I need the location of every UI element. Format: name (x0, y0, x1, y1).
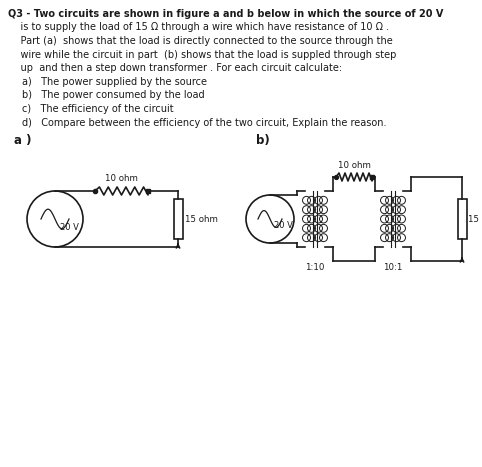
Text: b)   The power consumed by the load: b) The power consumed by the load (22, 91, 205, 100)
Text: 10 ohm: 10 ohm (105, 174, 137, 183)
Text: 15 ohm: 15 ohm (185, 214, 218, 224)
Text: a)   The power supplied by the source: a) The power supplied by the source (22, 77, 207, 87)
Text: b): b) (256, 134, 270, 147)
Bar (457, 199, 467, 239)
Text: c)   The efficiency of the circuit: c) The efficiency of the circuit (22, 104, 174, 114)
Text: is to supply the load of 15 Ω through a wire which have resistance of 10 Ω .: is to supply the load of 15 Ω through a … (8, 22, 389, 33)
Text: a ): a ) (14, 134, 31, 147)
Text: Q3 - Two circuits are shown in figure a and b below in which the source of 20 V: Q3 - Two circuits are shown in figure a … (8, 9, 443, 19)
Text: d)   Compare between the efficiency of the two circuit, Explain the reason.: d) Compare between the efficiency of the… (22, 118, 387, 127)
Text: 1:10: 1:10 (305, 263, 325, 272)
Text: 10 ohm: 10 ohm (337, 161, 371, 170)
Bar (174, 199, 183, 239)
Text: up  and then a step down transformer . For each circuit calculate:: up and then a step down transformer . Fo… (8, 63, 342, 73)
Text: 20 V: 20 V (60, 222, 79, 232)
Text: Part (a)  shows that the load is directly connected to the source through the: Part (a) shows that the load is directly… (8, 36, 393, 46)
Text: wire while the circuit in part  (b) shows that the load is suppled through step: wire while the circuit in part (b) shows… (8, 50, 396, 59)
Text: 20 V: 20 V (274, 220, 293, 229)
Text: 15 ohm: 15 ohm (468, 214, 482, 224)
Text: 10:1: 10:1 (383, 263, 402, 272)
